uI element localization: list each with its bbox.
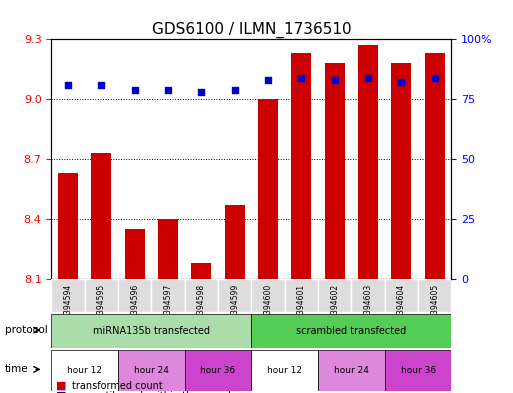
FancyBboxPatch shape xyxy=(51,350,118,391)
Bar xyxy=(425,53,445,279)
FancyBboxPatch shape xyxy=(118,350,185,391)
Point xyxy=(230,86,239,93)
FancyBboxPatch shape xyxy=(185,279,218,312)
Title: GDS6100 / ILMN_1736510: GDS6100 / ILMN_1736510 xyxy=(151,22,351,38)
Text: percentile rank within the sample: percentile rank within the sample xyxy=(72,391,237,393)
Text: hour 24: hour 24 xyxy=(334,366,369,375)
Point xyxy=(64,82,72,88)
FancyBboxPatch shape xyxy=(318,350,385,391)
Point xyxy=(430,75,439,81)
Point xyxy=(364,75,372,81)
Point xyxy=(297,75,305,81)
Text: GSM1394597: GSM1394597 xyxy=(164,284,172,335)
Bar xyxy=(158,219,178,279)
Point xyxy=(397,79,405,86)
Point xyxy=(130,86,139,93)
Text: time: time xyxy=(5,364,29,375)
FancyBboxPatch shape xyxy=(251,350,318,391)
Bar xyxy=(258,99,278,279)
Text: GSM1394600: GSM1394600 xyxy=(264,284,272,335)
Text: miRNA135b transfected: miRNA135b transfected xyxy=(93,326,210,336)
FancyBboxPatch shape xyxy=(218,279,251,312)
FancyBboxPatch shape xyxy=(51,279,85,312)
Bar xyxy=(358,45,378,279)
Text: GSM1394604: GSM1394604 xyxy=(397,284,406,335)
Text: hour 36: hour 36 xyxy=(401,366,436,375)
Text: GSM1394599: GSM1394599 xyxy=(230,284,239,335)
Text: GSM1394595: GSM1394595 xyxy=(97,284,106,335)
Text: GSM1394596: GSM1394596 xyxy=(130,284,139,335)
Point xyxy=(164,86,172,93)
FancyBboxPatch shape xyxy=(118,279,151,312)
FancyBboxPatch shape xyxy=(251,279,285,312)
FancyBboxPatch shape xyxy=(185,350,251,391)
Text: hour 36: hour 36 xyxy=(201,366,235,375)
Bar xyxy=(91,153,111,279)
Text: ■: ■ xyxy=(56,381,67,391)
Text: transformed count: transformed count xyxy=(72,381,163,391)
Bar xyxy=(225,205,245,279)
Bar xyxy=(58,173,78,279)
Text: hour 24: hour 24 xyxy=(134,366,169,375)
Text: GSM1394602: GSM1394602 xyxy=(330,284,339,335)
Text: GSM1394605: GSM1394605 xyxy=(430,284,439,335)
FancyBboxPatch shape xyxy=(385,350,451,391)
FancyBboxPatch shape xyxy=(385,279,418,312)
FancyBboxPatch shape xyxy=(418,279,451,312)
Bar xyxy=(391,63,411,279)
Text: protocol: protocol xyxy=(5,325,48,335)
FancyBboxPatch shape xyxy=(351,279,385,312)
Text: scrambled transfected: scrambled transfected xyxy=(297,326,406,336)
Bar xyxy=(291,53,311,279)
Point xyxy=(264,77,272,83)
Text: ■: ■ xyxy=(56,391,67,393)
Text: GSM1394603: GSM1394603 xyxy=(364,284,372,335)
FancyBboxPatch shape xyxy=(318,279,351,312)
Text: hour 12: hour 12 xyxy=(267,366,302,375)
Point xyxy=(97,82,105,88)
FancyBboxPatch shape xyxy=(285,279,318,312)
FancyBboxPatch shape xyxy=(151,279,185,312)
Bar xyxy=(325,63,345,279)
Text: GSM1394601: GSM1394601 xyxy=(297,284,306,335)
FancyBboxPatch shape xyxy=(251,314,451,348)
FancyBboxPatch shape xyxy=(51,314,251,348)
Bar xyxy=(191,263,211,279)
Text: GSM1394594: GSM1394594 xyxy=(64,284,72,335)
FancyBboxPatch shape xyxy=(85,279,118,312)
Point xyxy=(330,77,339,83)
Text: GSM1394598: GSM1394598 xyxy=(197,284,206,335)
Bar xyxy=(125,229,145,279)
Text: hour 12: hour 12 xyxy=(67,366,102,375)
Point xyxy=(197,89,205,95)
